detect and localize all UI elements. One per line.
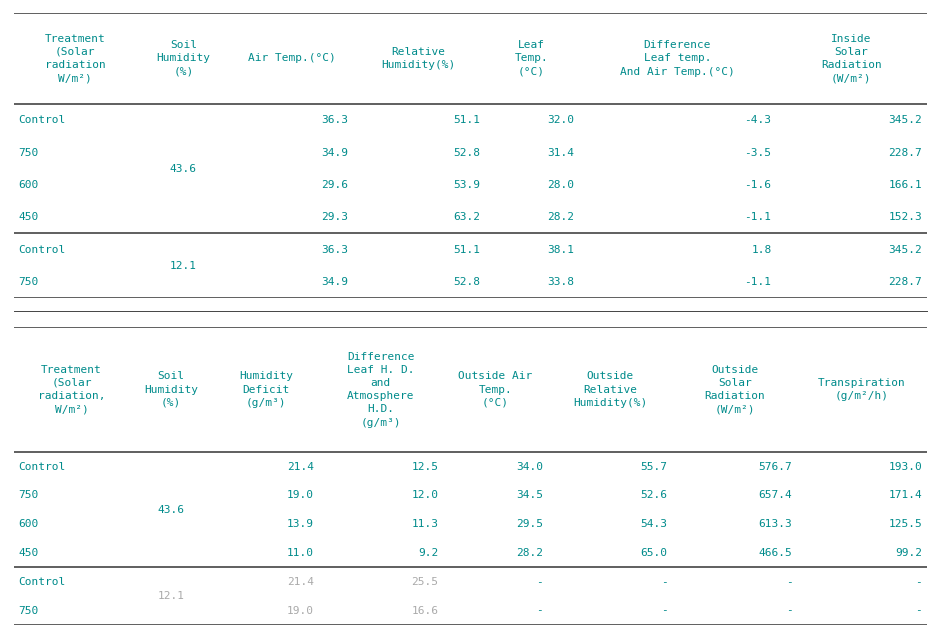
Text: 600: 600 — [19, 180, 39, 190]
Text: 38.1: 38.1 — [547, 245, 574, 254]
Text: 55.7: 55.7 — [641, 462, 667, 472]
Text: 34.5: 34.5 — [516, 490, 543, 501]
Text: -1.1: -1.1 — [744, 212, 771, 222]
Text: 29.6: 29.6 — [321, 180, 348, 190]
Text: 193.0: 193.0 — [888, 462, 922, 472]
Text: 12.0: 12.0 — [411, 490, 438, 501]
Text: 11.0: 11.0 — [286, 548, 314, 558]
Text: Soil
Humidity
(%): Soil Humidity (%) — [156, 40, 211, 77]
Text: Control: Control — [19, 577, 66, 587]
Text: 750: 750 — [19, 277, 39, 287]
Text: 31.4: 31.4 — [547, 147, 574, 158]
Text: 166.1: 166.1 — [888, 180, 922, 190]
Text: 25.5: 25.5 — [411, 577, 438, 587]
Text: Control: Control — [19, 115, 66, 125]
Text: 12.5: 12.5 — [411, 462, 438, 472]
Text: 657.4: 657.4 — [759, 490, 793, 501]
Text: 171.4: 171.4 — [888, 490, 922, 501]
Text: Difference
Leaf temp.
And Air Temp.(°C): Difference Leaf temp. And Air Temp.(°C) — [620, 40, 735, 77]
Text: 52.8: 52.8 — [453, 277, 480, 287]
Text: Outside
Solar
Radiation
(W/m²): Outside Solar Radiation (W/m²) — [704, 365, 765, 414]
Text: Treatment
(Solar
radiation,
W/m²): Treatment (Solar radiation, W/m²) — [37, 365, 105, 414]
Text: 65.0: 65.0 — [641, 548, 667, 558]
Text: Control: Control — [19, 245, 66, 254]
Text: -1.6: -1.6 — [744, 180, 771, 190]
Text: 12.1: 12.1 — [157, 591, 184, 601]
Text: 33.8: 33.8 — [547, 277, 574, 287]
Text: Humidity
Deficit
(g/m³): Humidity Deficit (g/m³) — [239, 371, 293, 408]
Text: 36.3: 36.3 — [321, 245, 348, 254]
Text: 29.5: 29.5 — [516, 519, 543, 529]
Text: 34.9: 34.9 — [321, 147, 348, 158]
Text: Relative
Humidity(%): Relative Humidity(%) — [382, 47, 456, 70]
Text: -: - — [661, 606, 667, 615]
Text: Outside
Relative
Humidity(%): Outside Relative Humidity(%) — [573, 371, 647, 408]
Text: Transpiration
(g/m²/h): Transpiration (g/m²/h) — [818, 378, 906, 401]
Text: Control: Control — [19, 462, 66, 472]
Text: Inside
Solar
Radiation
(W/m²): Inside Solar Radiation (W/m²) — [821, 34, 882, 83]
Text: 51.1: 51.1 — [453, 115, 480, 125]
Text: -: - — [915, 577, 922, 587]
Text: -: - — [785, 577, 793, 587]
Text: 28.2: 28.2 — [516, 548, 543, 558]
Text: 12.1: 12.1 — [170, 261, 197, 271]
Text: -: - — [536, 577, 543, 587]
Text: -: - — [661, 577, 667, 587]
Text: 32.0: 32.0 — [547, 115, 574, 125]
Text: 613.3: 613.3 — [759, 519, 793, 529]
Text: 99.2: 99.2 — [895, 548, 922, 558]
Text: -1.1: -1.1 — [744, 277, 771, 287]
Text: 750: 750 — [19, 147, 39, 158]
Text: 28.0: 28.0 — [547, 180, 574, 190]
Text: 345.2: 345.2 — [888, 245, 922, 254]
Text: Outside Air
Temp.
(°C): Outside Air Temp. (°C) — [458, 371, 533, 408]
Text: 345.2: 345.2 — [888, 115, 922, 125]
Text: 228.7: 228.7 — [888, 147, 922, 158]
Text: 228.7: 228.7 — [888, 277, 922, 287]
Text: 43.6: 43.6 — [157, 504, 184, 515]
Text: 11.3: 11.3 — [411, 519, 438, 529]
Text: 53.9: 53.9 — [453, 180, 480, 190]
Text: -: - — [536, 606, 543, 615]
Text: 600: 600 — [19, 519, 39, 529]
Text: 750: 750 — [19, 606, 39, 615]
Text: 19.0: 19.0 — [286, 606, 314, 615]
Text: -: - — [915, 606, 922, 615]
Text: Soil
Humidity
(%): Soil Humidity (%) — [144, 371, 198, 408]
Text: 16.6: 16.6 — [411, 606, 438, 615]
Text: 125.5: 125.5 — [888, 519, 922, 529]
Text: 34.9: 34.9 — [321, 277, 348, 287]
Text: 29.3: 29.3 — [321, 212, 348, 222]
Text: 52.8: 52.8 — [453, 147, 480, 158]
Text: 52.6: 52.6 — [641, 490, 667, 501]
Text: Leaf
Temp.
(°C): Leaf Temp. (°C) — [515, 40, 548, 77]
Text: Treatment
(Solar
radiation
W/m²): Treatment (Solar radiation W/m²) — [45, 34, 106, 83]
Text: -3.5: -3.5 — [744, 147, 771, 158]
Text: 34.0: 34.0 — [516, 462, 543, 472]
Text: 1.8: 1.8 — [752, 245, 771, 254]
Text: 63.2: 63.2 — [453, 212, 480, 222]
Text: 21.4: 21.4 — [286, 577, 314, 587]
Text: 750: 750 — [19, 490, 39, 501]
Text: -: - — [785, 606, 793, 615]
Text: 21.4: 21.4 — [286, 462, 314, 472]
Text: 152.3: 152.3 — [888, 212, 922, 222]
Text: 13.9: 13.9 — [286, 519, 314, 529]
Text: 576.7: 576.7 — [759, 462, 793, 472]
Text: 54.3: 54.3 — [641, 519, 667, 529]
Text: Difference
Leaf H. D.
and
Atmosphere
H.D.
(g/m³): Difference Leaf H. D. and Atmosphere H.D… — [347, 351, 415, 428]
Text: Air Temp.(°C): Air Temp.(°C) — [248, 53, 335, 63]
Text: 466.5: 466.5 — [759, 548, 793, 558]
Text: 51.1: 51.1 — [453, 245, 480, 254]
Text: 450: 450 — [19, 548, 39, 558]
Text: 36.3: 36.3 — [321, 115, 348, 125]
Text: 9.2: 9.2 — [418, 548, 438, 558]
Text: -4.3: -4.3 — [744, 115, 771, 125]
Text: 19.0: 19.0 — [286, 490, 314, 501]
Text: 28.2: 28.2 — [547, 212, 574, 222]
Text: 43.6: 43.6 — [170, 163, 197, 174]
Text: 450: 450 — [19, 212, 39, 222]
